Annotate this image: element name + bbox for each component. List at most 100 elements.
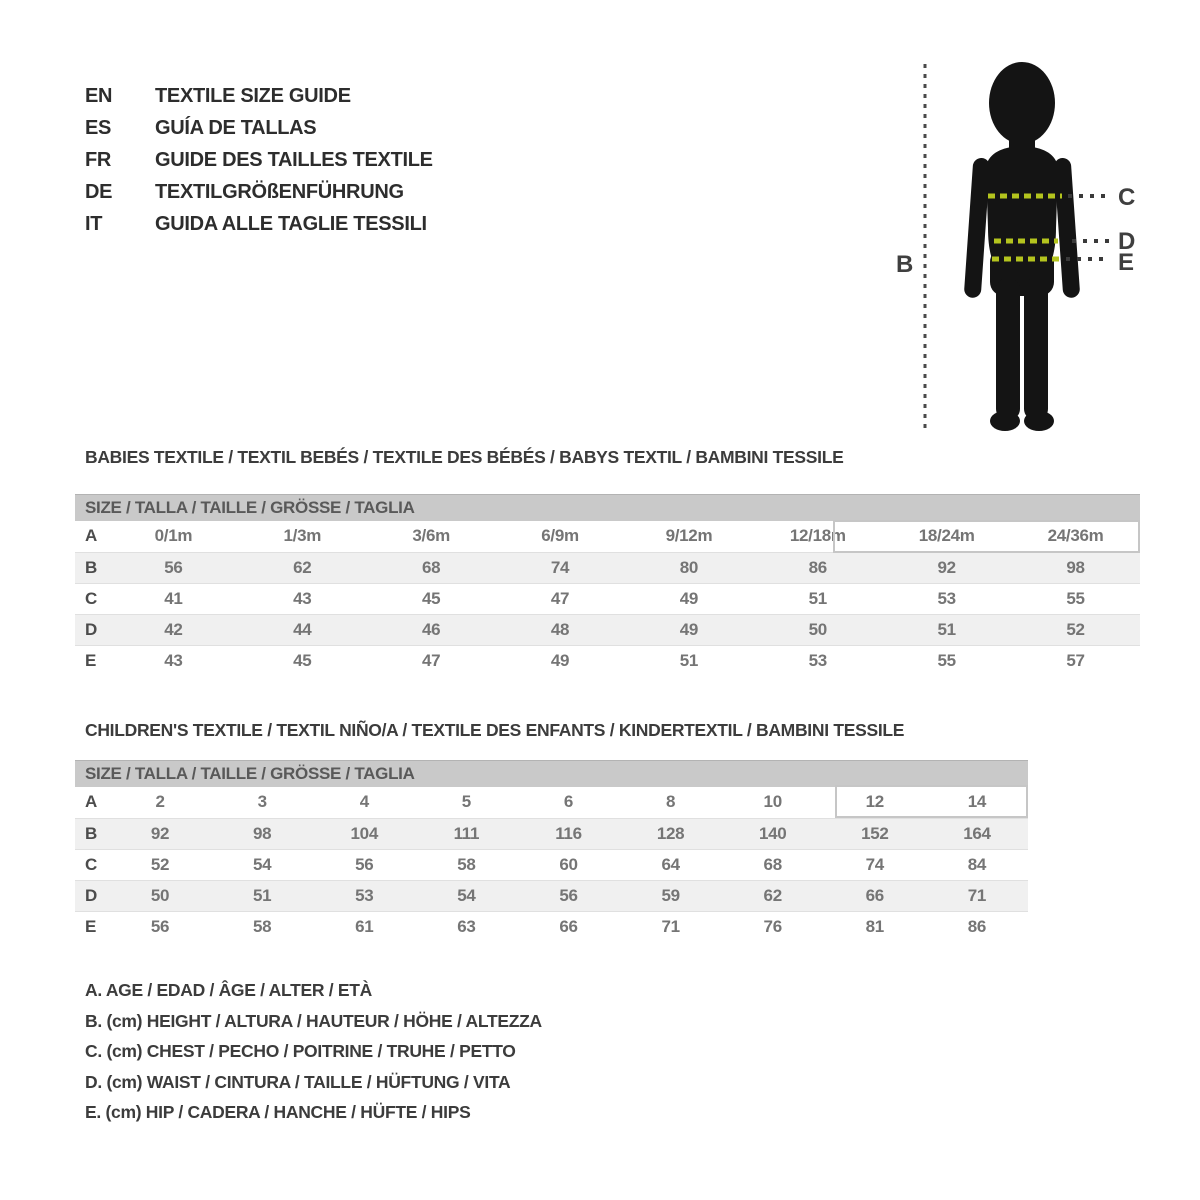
size-value-cell: 92 [937,557,957,577]
size-value-cell: 81 [865,916,885,936]
height-label: B [896,251,913,278]
size-value-cell: 56 [164,557,183,577]
chest-label: C [1118,184,1135,211]
size-value-cell: 43 [293,588,312,608]
size-value-cell: 12/18m [789,526,846,546]
babies-size-table: A 0/1m 1/3m 3/6m 6/9m 9/12m 12/18m 18/24m 24/36m… [75,521,1140,676]
size-value-cell: 74 [865,854,885,874]
size-value-cell: 54 [253,854,272,874]
table-row: C 41 43 45 47 49 51 53 55 [75,583,1140,614]
size-value-cell: 66 [865,885,885,905]
legend-age: A. AGE / EDAD / ÂGE / ALTER / ETÀ [85,980,372,1000]
size-value-cell: 74 [550,557,570,577]
size-value-cell: 52 [150,854,170,874]
size-value-cell: 54 [457,885,476,905]
table-row: E 43 45 47 49 51 53 55 57 [75,645,1140,676]
size-value-cell: 5 [461,792,471,812]
children-size-table-section: SIZE / TALLA / TAILLE / GRÖSSE / TAGLIA … [75,760,1028,942]
size-value-cell: 61 [355,916,374,936]
row-label: A [85,526,97,546]
guide-title-de: TEXTILGRÖßENFÜHRUNG [155,180,404,203]
language-row: ES GUÍA DE TALLAS [85,112,433,144]
hip-label: E [1118,249,1134,276]
language-title-list: EN TEXTILE SIZE GUIDE ES GUÍA DE TALLAS … [85,80,433,240]
size-value-cell: 128 [656,823,685,843]
size-value-cell: 3/6m [412,526,450,546]
size-value-cell: 9/12m [665,526,713,546]
size-value-cell: 3 [257,792,267,812]
size-value-cell: 68 [763,854,783,874]
size-value-cell: 111 [453,823,480,843]
table-row: A 2 3 4 5 6 8 10 12 14 [75,787,1028,818]
size-value-cell: 52 [1066,619,1085,639]
size-value-cell: 45 [293,650,312,670]
row-label: C [85,854,97,874]
size-value-cell: 24/36m [1047,526,1104,546]
language-row: EN TEXTILE SIZE GUIDE [85,80,433,112]
size-value-cell: 42 [164,619,183,639]
measurement-legend: A. AGE / EDAD / ÂGE / ALTER / ETÀ B. (cm… [85,975,542,1128]
children-size-table: A 2 3 4 5 6 8 10 12 14 B 92 98 104 111 116 128 140 152 164 C… [75,787,1028,942]
size-value-cell: 4 [359,792,369,812]
size-value-cell: 8 [666,792,676,812]
size-value-cell: 44 [293,619,312,639]
size-value-cell: 56 [355,854,374,874]
table-row: D 42 44 46 48 49 50 51 52 [75,614,1140,645]
size-value-cell: 47 [422,650,441,670]
babies-size-header-bar: SIZE / TALLA / TAILLE / GRÖSSE / TAGLIA [75,494,1140,521]
size-value-cell: 56 [150,916,170,936]
child-silhouette [964,62,1080,431]
legend-waist: D. (cm) WAIST / CINTURA / TAILLE / HÜFTU… [85,1071,511,1092]
size-value-cell: 71 [967,885,987,905]
language-row: IT GUIDA ALLE TAGLIE TESSILI [85,208,433,240]
size-value-cell: 55 [1066,588,1085,608]
row-label: C [85,588,97,608]
size-value-cell: 62 [763,885,783,905]
size-value-cell: 51 [808,588,828,608]
size-value-cell: 62 [293,557,312,577]
size-value-cell: 12 [865,792,885,812]
row-label: E [85,916,97,936]
language-code: EN [85,84,113,107]
size-value-cell: 60 [559,854,578,874]
row-label: D [85,619,97,639]
table-row: C 52 54 56 58 60 64 68 74 84 [75,849,1028,880]
size-value-cell: 86 [808,557,828,577]
size-value-cell: 55 [937,650,957,670]
table-row: E 56 58 61 63 66 71 76 81 86 [75,911,1028,942]
size-value-cell: 68 [422,557,441,577]
size-value-cell: 51 [937,619,957,639]
size-value-cell: 63 [457,916,476,936]
language-row: FR GUIDE DES TAILLES TEXTILE [85,144,433,176]
size-value-cell: 46 [422,619,441,639]
size-value-cell: 66 [559,916,578,936]
size-value-cell: 116 [555,823,582,843]
legend-hip: E. (cm) HIP / CADERA / HANCHE / HÜFTE / … [85,1102,471,1122]
size-value-cell: 53 [808,650,828,670]
size-value-cell: 47 [550,588,570,608]
babies-size-table-section: SIZE / TALLA / TAILLE / GRÖSSE / TAGLIA … [75,494,1140,676]
size-value-cell: 53 [355,885,374,905]
size-value-cell: 48 [550,619,570,639]
size-value-cell: 71 [661,916,680,936]
size-value-cell: 98 [1066,557,1085,577]
size-value-cell: 49 [679,588,699,608]
size-value-cell: 49 [679,619,699,639]
size-value-cell: 43 [164,650,183,670]
size-value-cell: 45 [422,588,441,608]
size-value-cell: 57 [1066,650,1085,670]
size-value-cell: 98 [253,823,272,843]
row-label: B [85,823,97,843]
size-value-cell: 164 [963,823,991,843]
size-value-cell: 2 [155,792,165,812]
size-value-cell: 76 [763,916,783,936]
language-code: IT [85,212,103,235]
legend-height: B. (cm) HEIGHT / ALTURA / HAUTEUR / HÖHE… [85,1010,542,1031]
guide-title-fr: GUIDE DES TAILLES TEXTILE [155,148,433,171]
language-code: DE [85,180,113,203]
size-value-cell: 6/9m [541,526,579,546]
row-label: A [85,792,97,812]
table-row: A 0/1m 1/3m 3/6m 6/9m 9/12m 12/18m 18/24m 24/36m [75,521,1140,552]
size-value-cell: 18/24m [918,526,975,546]
size-value-cell: 80 [679,557,699,577]
